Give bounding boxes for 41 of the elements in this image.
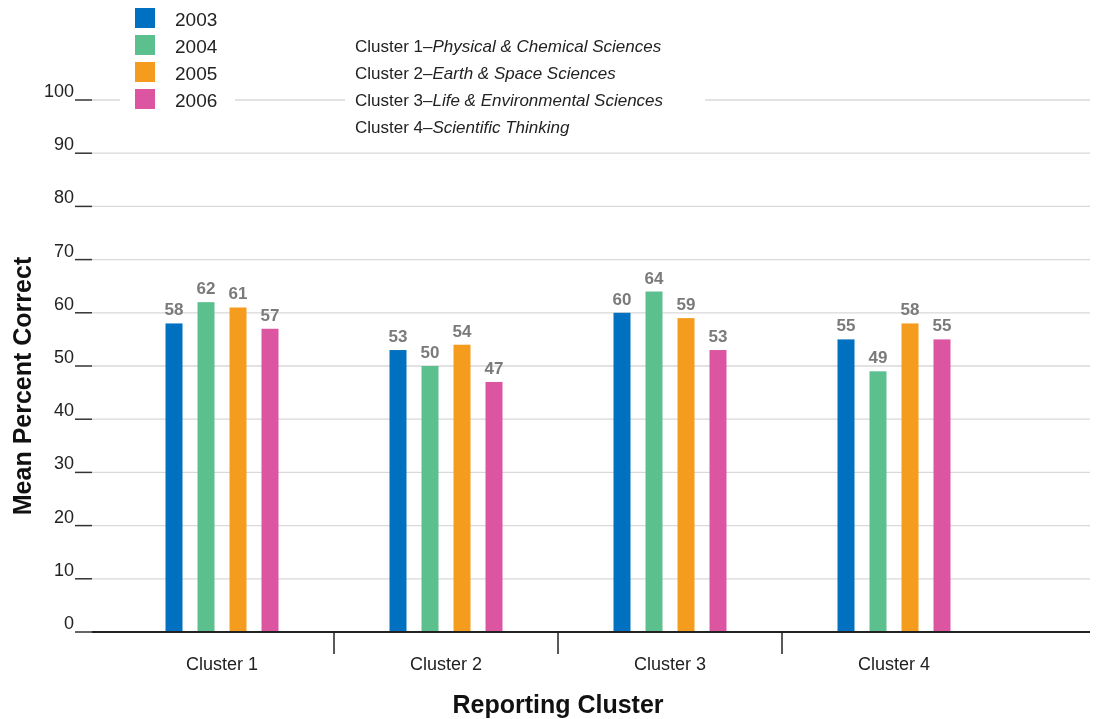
y-tick-label: 50 — [53, 347, 74, 367]
y-tick-label: 0 — [63, 613, 74, 633]
annotation: Cluster 4–Scientific Thinking — [355, 118, 571, 137]
text: Cluster 2–Earth & Space Sciences — [355, 64, 617, 83]
y-axis-title: Mean Percent Correct — [8, 256, 36, 516]
legend-label: 2005 — [175, 63, 218, 84]
legend-label: 2006 — [175, 90, 218, 111]
y-tick-label: 90 — [53, 134, 74, 155]
data-label: 58 — [900, 300, 920, 320]
data-label: 62 — [196, 279, 216, 299]
data-label: 47 — [484, 358, 504, 378]
data-label: 54 — [452, 321, 472, 341]
data-label: 61 — [228, 284, 248, 304]
data-label: 50 — [420, 343, 440, 362]
x-axis-title: Reporting Cluster — [452, 690, 664, 718]
y-tick-label: 70 — [53, 240, 74, 261]
data-label: 64 — [644, 268, 664, 288]
legend-label: 2004 — [175, 36, 218, 57]
y-tick-label: 10 — [53, 559, 74, 580]
legend-label: 2003 — [175, 9, 218, 30]
y-tick-label: 30 — [53, 453, 74, 474]
data-label: 59 — [676, 295, 696, 315]
text: Cluster 1–Physical & Chemical Sciences — [355, 37, 662, 56]
annotation: Cluster 3–Life & Environmental Sciences — [355, 91, 664, 110]
x-tick-label: Cluster 2 — [409, 654, 483, 674]
data-label: 57 — [260, 305, 280, 325]
y-tick-label: 80 — [53, 187, 74, 208]
data-label: 55 — [836, 316, 856, 336]
data-label: 49 — [868, 348, 888, 368]
y-tick-label: 20 — [53, 506, 74, 527]
data-label: 58 — [164, 300, 184, 320]
data-label: 53 — [388, 327, 408, 347]
y-tick-label: 100 — [43, 81, 74, 101]
data-label: 53 — [708, 327, 728, 347]
x-tick-label: Cluster 1 — [185, 654, 259, 674]
x-tick-label: Cluster 4 — [857, 654, 931, 674]
data-label: 55 — [932, 316, 952, 336]
y-tick-label: 40 — [53, 400, 74, 421]
y-tick-label: 60 — [53, 293, 74, 314]
data-label: 60 — [612, 289, 632, 309]
x-tick-label: Cluster 3 — [633, 654, 707, 674]
